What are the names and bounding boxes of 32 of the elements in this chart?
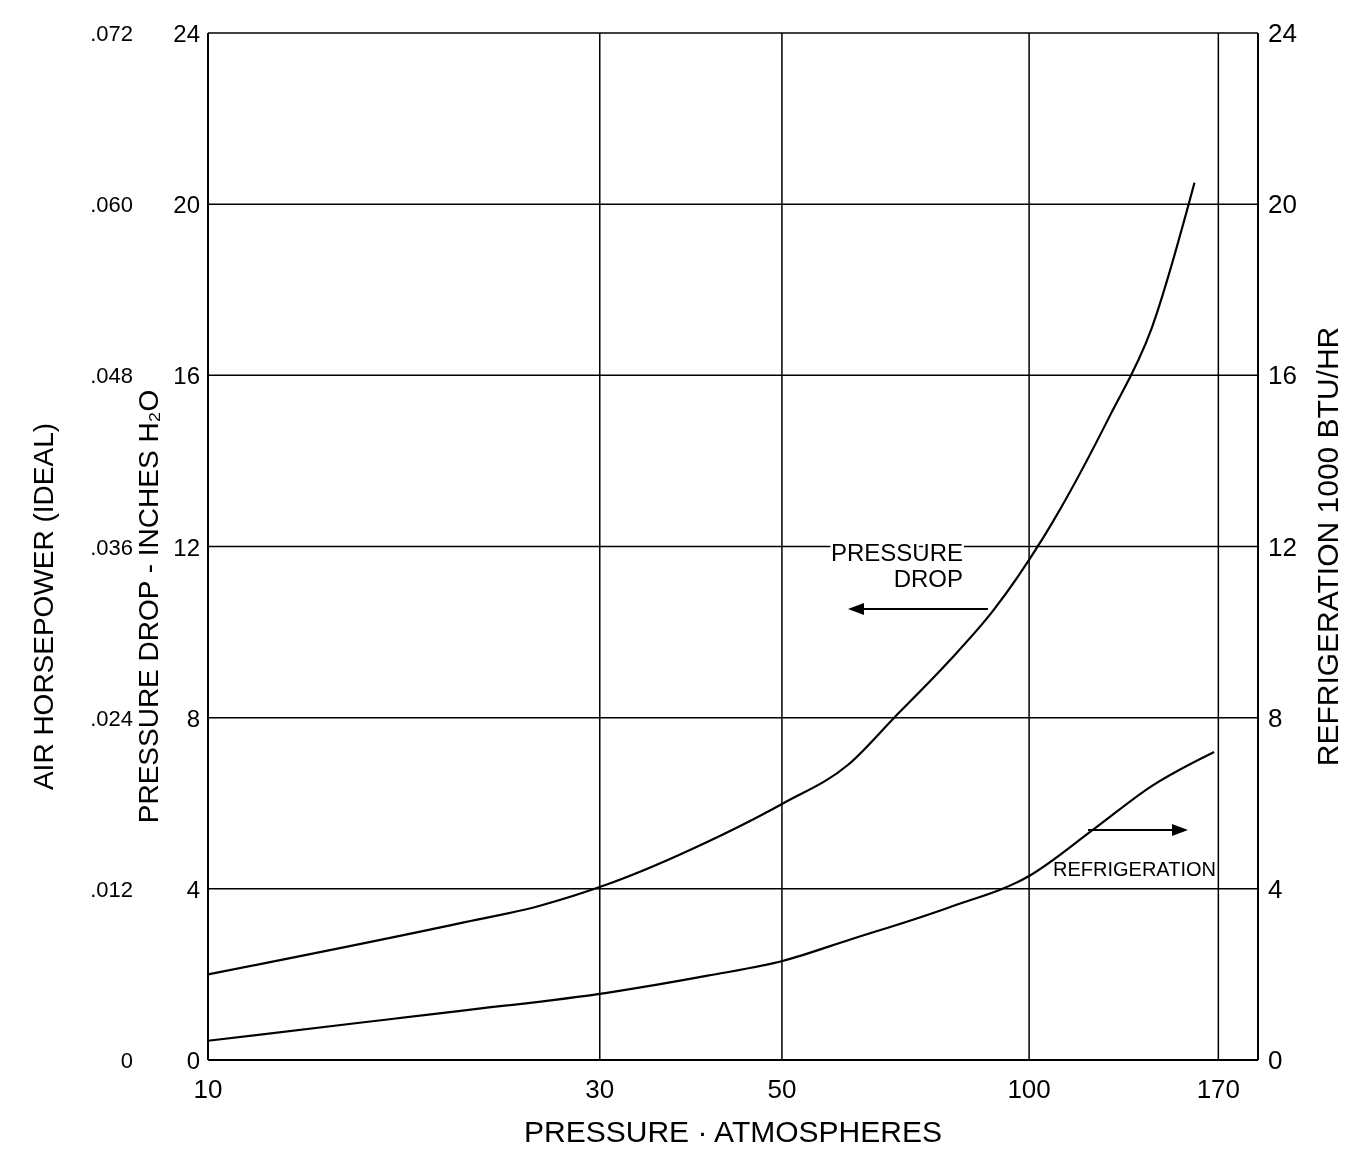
y2-tick-label: 0 [1268, 1045, 1283, 1075]
x-axis-title: PRESSURE · ATMOSPHERES [524, 1115, 942, 1148]
y-tick-label: 16 [173, 362, 200, 390]
y3-axis-title: AIR HORSEPOWER (IDEAL) [28, 422, 59, 791]
y3-tick-label: .012 [90, 876, 133, 902]
y2-tick-label: 20 [1268, 189, 1297, 220]
y-tick-label: 8 [186, 704, 200, 732]
y3-tick-label: 0 [120, 1048, 133, 1073]
annotation: PRESSURE DROP [830, 539, 963, 592]
annotation: REFRIGERATION [1053, 858, 1216, 880]
x-tick-label: 50 [767, 1074, 797, 1104]
x-tick-label: 170 [1196, 1074, 1241, 1104]
y3-tick-label: .060 [90, 192, 133, 218]
x-tick-label: 30 [585, 1074, 615, 1104]
y2-axis-title: REFRIGERATION 1000 BTU/HR [1311, 326, 1344, 767]
y-axis-title: PRESSURE DROP - INCHES H₂O [133, 389, 164, 824]
y-tick-label: 24 [173, 20, 200, 47]
y2-tick-label: 16 [1268, 360, 1297, 391]
y3-tick-label: .048 [90, 363, 133, 389]
y3-tick-label: .072 [90, 21, 133, 46]
y3-tick-label: .024 [90, 705, 133, 731]
y-tick-label: 4 [186, 875, 200, 903]
y-tick-label: 12 [173, 533, 200, 561]
y2-tick-label: 8 [1268, 702, 1283, 733]
y2-tick-label: 12 [1268, 531, 1297, 562]
x-tick-label: 100 [1007, 1074, 1051, 1104]
y3-tick-label: .036 [90, 534, 133, 560]
x-tick-label: 10 [193, 1074, 223, 1104]
y-tick-label: 0 [186, 1047, 200, 1074]
y2-tick-label: 4 [1268, 873, 1283, 904]
y-tick-label: 20 [173, 191, 200, 219]
y2-tick-label: 24 [1268, 18, 1297, 48]
